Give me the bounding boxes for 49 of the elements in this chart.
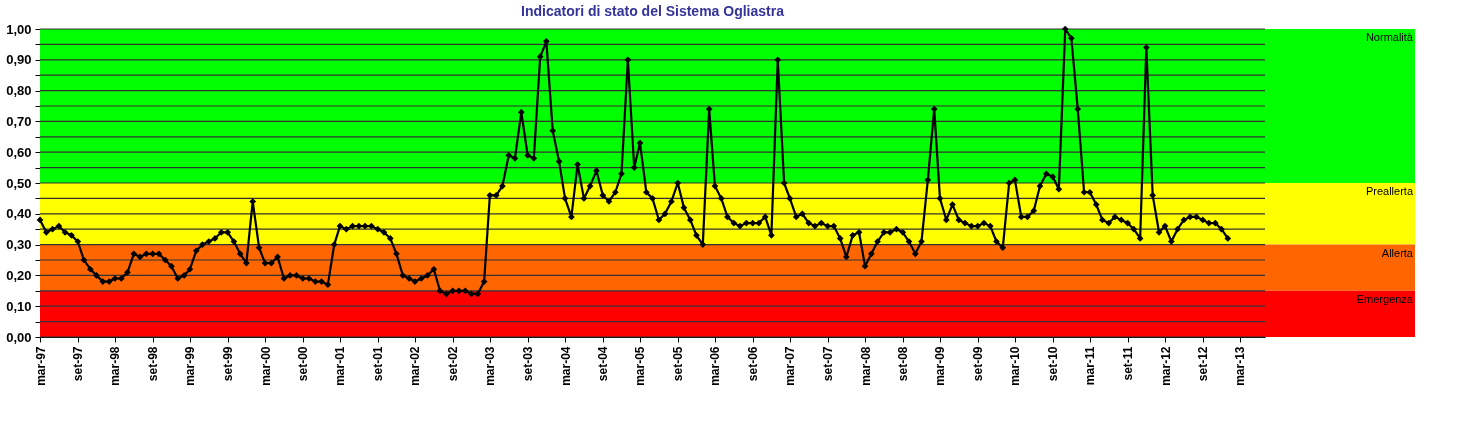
x-tick-label: mar-09 bbox=[933, 346, 948, 386]
x-tick-label: mar-12 bbox=[1158, 346, 1173, 386]
x-tick-label: set-12 bbox=[1196, 346, 1211, 382]
x-tick-label: set-03 bbox=[521, 346, 536, 382]
x-tick-label: mar-99 bbox=[183, 346, 198, 386]
x-tick-label: set-97 bbox=[71, 346, 86, 382]
x-tick-label: mar-01 bbox=[333, 346, 348, 386]
x-tick-label: mar-03 bbox=[483, 346, 498, 386]
band-label: Normalità bbox=[1365, 31, 1414, 43]
x-tick-label: set-11 bbox=[1121, 346, 1136, 381]
x-tick-label: mar-05 bbox=[633, 346, 648, 386]
x-tick-label: mar-10 bbox=[1008, 346, 1023, 386]
x-tick-label: mar-11 bbox=[1083, 346, 1098, 386]
x-tick-label: mar-06 bbox=[708, 346, 723, 386]
x-tick-label: mar-13 bbox=[1233, 346, 1248, 386]
y-tick-label: 0,50 bbox=[6, 175, 32, 191]
x-tick-label: set-08 bbox=[896, 346, 911, 382]
x-tick-label: mar-02 bbox=[408, 346, 423, 386]
x-tick-label: set-02 bbox=[446, 346, 461, 382]
x-tick-label: set-01 bbox=[371, 346, 386, 382]
chart-title: Indicatori di stato del Sistema Ogliastra bbox=[521, 3, 785, 19]
x-tick-label: set-07 bbox=[821, 346, 836, 382]
y-tick-label: 0,70 bbox=[6, 113, 32, 129]
x-tick-label: set-06 bbox=[746, 346, 761, 382]
y-tick-label: 1,00 bbox=[6, 21, 32, 37]
y-tick-label: 0,30 bbox=[6, 237, 32, 253]
x-tick-label: set-10 bbox=[1046, 346, 1061, 382]
x-tick-label: set-09 bbox=[971, 346, 986, 382]
x-tick-label: mar-00 bbox=[258, 346, 273, 386]
x-tick-label: set-00 bbox=[296, 346, 311, 382]
band-label: Preallerta bbox=[1365, 185, 1414, 197]
y-tick-label: 0,10 bbox=[6, 298, 32, 314]
y-tick-label: 0,00 bbox=[6, 329, 32, 345]
x-tick-label: mar-08 bbox=[858, 346, 873, 386]
x-tick-label: mar-04 bbox=[558, 346, 573, 386]
x-tick-label: mar-97 bbox=[33, 346, 48, 386]
x-tick-label: set-05 bbox=[671, 346, 686, 382]
y-tick-label: 0,60 bbox=[6, 144, 32, 160]
y-tick-label: 0,20 bbox=[6, 267, 32, 283]
y-tick-label: 0,80 bbox=[6, 83, 32, 99]
band-label: Allerta bbox=[1381, 246, 1414, 259]
band-label: Emergenza bbox=[1356, 292, 1414, 305]
x-tick-label: mar-07 bbox=[783, 346, 798, 386]
y-tick-label: 0,40 bbox=[6, 206, 32, 222]
x-tick-label: set-98 bbox=[146, 346, 161, 382]
y-tick-label: 0,90 bbox=[6, 52, 32, 68]
x-tick-label: mar-98 bbox=[108, 346, 123, 386]
x-tick-label: set-04 bbox=[596, 346, 611, 382]
x-tick-label: set-99 bbox=[221, 346, 236, 382]
